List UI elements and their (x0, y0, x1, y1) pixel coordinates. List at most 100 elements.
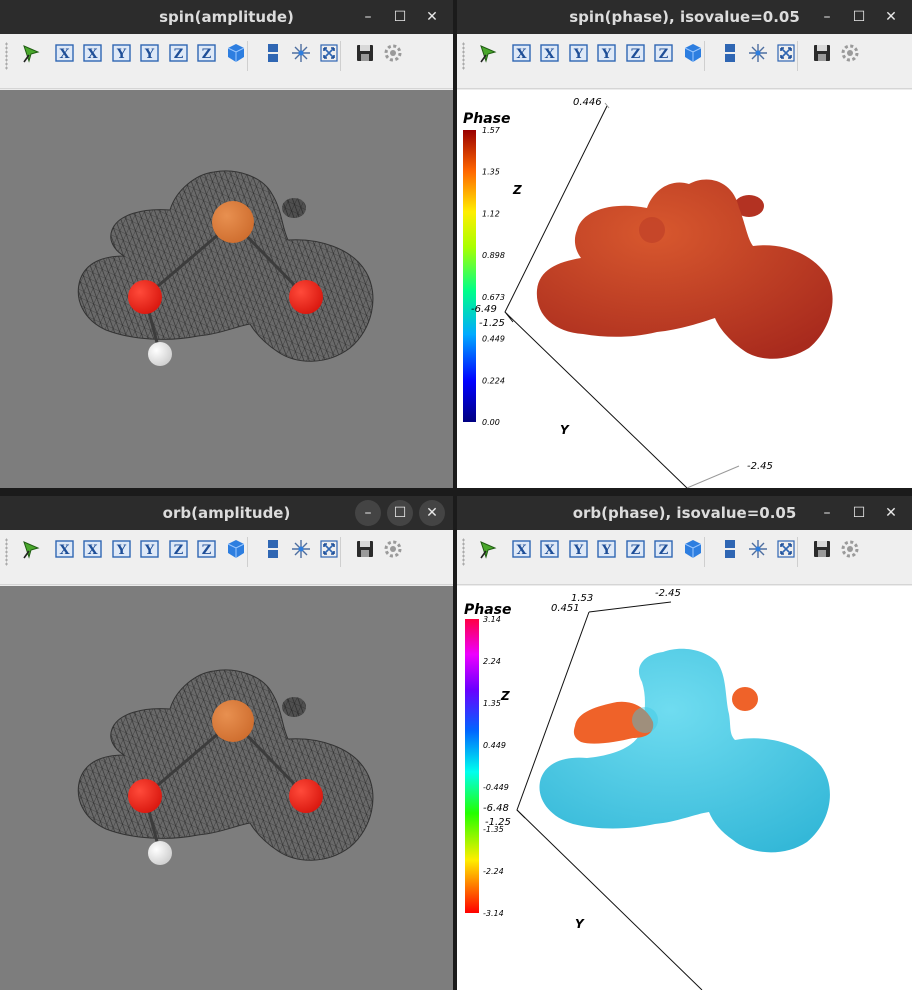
view-neg-z-icon[interactable]: Z (653, 538, 675, 560)
title-bar[interactable]: spin(amplitude) – ☐ ✕ (0, 0, 453, 34)
split-view-icon[interactable] (262, 42, 284, 64)
isometric-view-icon[interactable] (682, 42, 704, 64)
split-view-icon[interactable] (719, 42, 741, 64)
title-bar[interactable]: spin(phase), isovalue=0.05 – ☐ ✕ (457, 0, 912, 34)
settings-icon[interactable] (839, 42, 861, 64)
view-x-icon[interactable]: X (54, 42, 76, 64)
minimize-button[interactable]: – (364, 9, 372, 25)
view-z-icon[interactable]: Z (168, 538, 190, 560)
view-neg-y-icon[interactable]: Y (596, 538, 618, 560)
svg-text:Y: Y (116, 543, 127, 558)
close-button[interactable]: ✕ (426, 9, 438, 25)
select-icon[interactable] (20, 538, 42, 560)
maximize-button[interactable]: ☐ (387, 500, 413, 526)
view-y-icon[interactable]: Y (568, 42, 590, 64)
view-x-icon[interactable]: X (511, 42, 533, 64)
svg-text:X: X (59, 47, 70, 62)
axes-icon[interactable] (747, 538, 769, 560)
toolbar-grip[interactable] (5, 538, 8, 566)
save-icon[interactable] (354, 42, 376, 64)
svg-text:Z: Z (659, 543, 669, 558)
isometric-view-icon[interactable] (225, 538, 247, 560)
fit-view-icon[interactable] (775, 42, 797, 64)
viewport-3d[interactable]: Phase 1.57 1.35 1.12 0.898 0.673 0.449 0.224 0.… (457, 90, 912, 488)
toolbar-grip[interactable] (462, 538, 465, 566)
viewport-3d[interactable] (0, 586, 453, 990)
view-neg-y-icon[interactable]: Y (139, 538, 161, 560)
view-x-icon[interactable]: X (54, 538, 76, 560)
toolbar-grip[interactable] (5, 42, 8, 70)
fit-view-icon[interactable] (318, 538, 340, 560)
close-button[interactable]: ✕ (885, 9, 897, 25)
view-neg-x-icon[interactable]: X (82, 538, 104, 560)
save-icon[interactable] (354, 538, 376, 560)
svg-text:X: X (544, 47, 555, 62)
toolbar-grip[interactable] (462, 42, 465, 70)
axes-icon[interactable] (290, 42, 312, 64)
maximize-button[interactable]: ☐ (852, 9, 866, 25)
colorbar-tick-label: 1.12 (482, 209, 500, 218)
axes-icon[interactable] (747, 42, 769, 64)
svg-text:X: X (516, 47, 527, 62)
view-x-icon[interactable]: X (511, 538, 533, 560)
isometric-view-icon[interactable] (682, 538, 704, 560)
settings-icon[interactable] (382, 42, 404, 64)
view-neg-z-icon[interactable]: Z (653, 42, 675, 64)
title-bar[interactable]: orb(phase), isovalue=0.05 – ☐ ✕ (457, 496, 912, 530)
viewport-3d[interactable] (0, 90, 453, 488)
spin-isosurface (536, 179, 833, 359)
svg-text:X: X (87, 543, 98, 558)
colorbar-title: Phase (464, 602, 512, 618)
view-y-icon[interactable]: Y (111, 42, 133, 64)
maximize-button[interactable]: ☐ (852, 505, 866, 521)
view-y-icon[interactable]: Y (111, 538, 133, 560)
view-neg-z-icon[interactable]: Z (196, 42, 218, 64)
z-axis-label: Z (512, 183, 522, 197)
split-view-icon[interactable] (719, 538, 741, 560)
svg-text:Y: Y (601, 543, 612, 558)
select-icon[interactable] (477, 538, 499, 560)
view-z-icon[interactable]: Z (625, 538, 647, 560)
view-neg-z-icon[interactable]: Z (196, 538, 218, 560)
select-icon[interactable] (20, 42, 42, 64)
fit-view-icon[interactable] (775, 538, 797, 560)
svg-text:X: X (516, 543, 527, 558)
settings-icon[interactable] (382, 538, 404, 560)
colorbar-tick-label: -1.35 (483, 825, 504, 834)
view-neg-x-icon[interactable]: X (82, 42, 104, 64)
axes-icon[interactable] (290, 538, 312, 560)
isometric-view-icon[interactable] (225, 42, 247, 64)
svg-text:Z: Z (631, 47, 641, 62)
save-icon[interactable] (811, 538, 833, 560)
view-neg-x-icon[interactable]: X (539, 538, 561, 560)
title-bar[interactable]: orb(amplitude) – ☐ ✕ (0, 496, 453, 530)
colorbar-tick-label: 1.35 (482, 168, 500, 177)
minimize-button[interactable]: – (355, 500, 381, 526)
viewport-3d[interactable]: Phase 3.14 2.24 1.35 0.449 -0.449 -1.35 -2.24 -… (457, 586, 912, 990)
close-button[interactable]: ✕ (419, 500, 445, 526)
view-z-icon[interactable]: Z (168, 42, 190, 64)
svg-text:Z: Z (202, 543, 212, 558)
minimize-button[interactable]: – (823, 505, 831, 521)
settings-icon[interactable] (839, 538, 861, 560)
fit-view-icon[interactable] (318, 42, 340, 64)
save-icon[interactable] (811, 42, 833, 64)
y-axis-label: Y (575, 917, 585, 931)
svg-text:X: X (59, 543, 70, 558)
close-button[interactable]: ✕ (885, 505, 897, 521)
colorbar-tick-label: 0.00 (482, 418, 500, 427)
view-y-icon[interactable]: Y (568, 538, 590, 560)
view-neg-y-icon[interactable]: Y (139, 42, 161, 64)
svg-text:Z: Z (174, 543, 184, 558)
phase-render: Phase 1.57 1.35 1.12 0.898 0.673 0.449 0.224 0.… (463, 97, 833, 488)
minimize-button[interactable]: – (823, 9, 831, 25)
view-z-icon[interactable]: Z (625, 42, 647, 64)
split-view-icon[interactable] (262, 538, 284, 560)
maximize-button[interactable]: ☐ (393, 9, 407, 25)
svg-text:Y: Y (116, 47, 127, 62)
view-neg-x-icon[interactable]: X (539, 42, 561, 64)
colorbar-tick-label: 0.449 (483, 741, 506, 750)
select-icon[interactable] (477, 42, 499, 64)
view-neg-y-icon[interactable]: Y (596, 42, 618, 64)
